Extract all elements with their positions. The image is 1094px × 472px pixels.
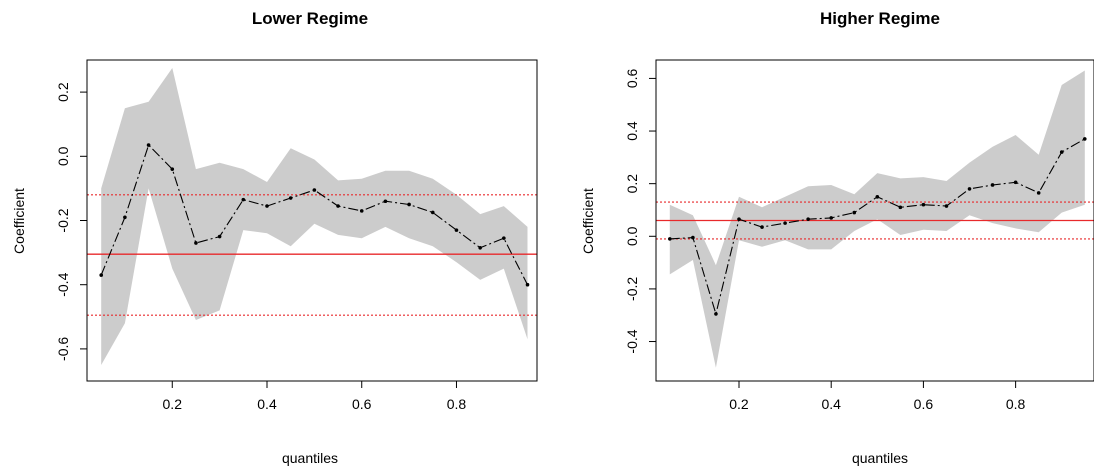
data-point [1082,137,1087,141]
data-point [1013,180,1018,185]
data-point [852,210,857,215]
x-tick-label: 0.6 [352,396,372,412]
plot-area [656,70,1094,368]
data-point [806,217,810,221]
data-point [454,228,459,232]
data-point [668,237,672,241]
plot-area [87,68,537,365]
data-point [502,236,506,240]
data-point [194,241,198,245]
confidence-band [669,70,1085,368]
chart-title: Lower Regime [252,9,368,28]
y-tick-label: 0.2 [55,82,71,102]
y-axis-label: Coefficient [580,188,596,254]
y-tick-label: -0.4 [55,272,71,296]
x-tick-label: 0.4 [821,396,841,412]
data-point [691,235,695,240]
y-axis: -0.6 -0.4 -0.2 0.0 0.2 [55,82,87,361]
y-tick-label: 0.6 [624,68,640,88]
data-point [478,245,482,250]
data-point [525,282,530,287]
data-point [241,197,246,202]
x-tick-label: 0.4 [257,396,277,412]
x-axis-label: quantiles [282,450,338,466]
x-tick-label: 0.8 [447,396,467,412]
data-point [359,209,364,213]
confidence-band [101,68,528,365]
data-point [944,204,949,208]
y-tick-label: 0.0 [55,146,71,166]
x-tick-label: 0.8 [1006,396,1026,412]
x-tick-label: 0.2 [163,396,183,412]
y-tick-label: 0.0 [624,226,640,246]
y-tick-label: 0.4 [624,121,640,141]
data-point [783,221,787,225]
y-tick-label: -0.2 [55,208,71,232]
data-point [217,234,222,239]
data-point [1059,150,1064,154]
data-point [288,196,293,200]
data-point [312,188,317,192]
data-point [898,205,903,210]
plot-frame [655,59,1094,382]
data-point [921,202,926,207]
data-point [430,210,435,215]
data-point [407,202,411,207]
data-point [737,217,741,221]
y-tick-label: 0.2 [624,174,640,194]
data-point [146,143,151,147]
chart-title: Higher Regime [820,9,940,28]
x-axis: 0.2 0.4 0.6 0.8 [729,381,1026,412]
data-point [967,187,972,191]
data-point [1036,191,1041,195]
y-axis-label: Coefficient [11,188,27,254]
x-tick-label: 0.6 [914,396,934,412]
data-point [990,183,995,187]
data-point [336,204,340,208]
y-axis: -0.4 -0.2 0.0 0.2 0.4 0.6 [624,68,656,354]
panel-lower-regime: Lower Regime quantiles Coefficient 0.2 0.… [11,9,538,466]
data-point [170,167,175,171]
data-point [875,195,880,199]
y-tick-label: -0.4 [624,329,640,353]
data-point [265,204,269,208]
x-axis: 0.2 0.4 0.6 0.8 [163,381,467,412]
data-point [829,216,833,220]
x-tick-label: 0.2 [729,396,749,412]
data-point [714,312,718,316]
panel-higher-regime: Higher Regime quantiles Coefficient 0.2 0… [580,9,1094,466]
y-tick-label: -0.2 [624,277,640,301]
data-point [123,215,127,220]
data-point [383,199,388,204]
y-tick-label: -0.6 [55,337,71,361]
data-point [99,273,104,277]
x-axis-label: quantiles [852,450,908,466]
data-point [760,225,764,229]
